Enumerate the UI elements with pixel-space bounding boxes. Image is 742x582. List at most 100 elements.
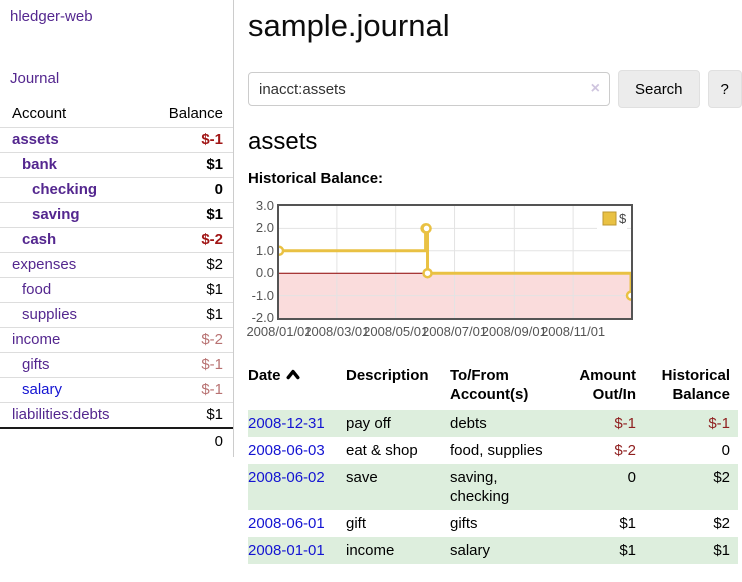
register-header-label: Historical Balance [661,367,730,403]
register-row: 2008-01-01 income salary $1 $1 [248,537,738,564]
accounts-cell: saving, checking [450,469,510,505]
account-link[interactable]: cash [22,231,57,248]
accounts-header-row: Account Balance [0,101,233,128]
chart-y-tick-label: -2.0 [251,310,274,325]
sidebar-item-journal[interactable]: Journal [10,70,60,87]
amount-cell: $-1 [614,415,636,432]
account-link[interactable]: liabilities:debts [12,406,110,423]
account-row: salary $-1 [0,377,233,403]
chart-y-tick-label: 1.0 [255,242,274,258]
accounts-cell: debts [450,415,487,432]
amount-cell: $1 [619,542,636,559]
search-box: × [248,72,610,106]
chart-y-tick-label: 0.0 [255,265,274,281]
account-row: food $1 [0,277,233,303]
accounts-header-account: Account [12,105,67,122]
accounts-total-spacer [0,428,152,455]
account-balance: $-2 [201,331,223,348]
account-row: cash $-2 [0,227,233,253]
register-row: 2008-06-03 eat & shop food, supplies $-2 0 [248,437,738,464]
help-button[interactable]: ? [707,70,742,108]
register-header-row: Date Description To/From Account(s) Amount … [248,364,738,410]
account-name-cell: salary [0,378,152,403]
date-link[interactable]: 2008-01-01 [248,542,325,559]
account-balance: $-1 [201,131,223,148]
chart-canvas: $ [273,204,637,320]
account-balance: $1 [206,156,223,173]
chart-heading: Historical Balance: [248,170,384,187]
account-link[interactable]: food [22,281,52,298]
description-cell: income [346,542,395,559]
register-table: Date Description To/From Account(s) Amount … [248,364,738,564]
account-name-cell: supplies [0,303,152,328]
account-link[interactable]: expenses [12,256,77,273]
search-button[interactable]: Search [618,70,700,108]
chart-y-tick-label: -1.0 [251,287,274,303]
account-link[interactable]: assets [12,131,59,148]
chart-x-tick-label: 2008/07/01 [421,324,488,339]
register-header-label: Amount Out/In [579,367,636,403]
accounts-cell: salary [450,542,491,559]
account-balance: $-1 [201,381,223,398]
description-cell: pay off [346,415,391,432]
balance-cell: $2 [713,515,730,532]
app-brand-link[interactable]: hledger-web [10,8,93,25]
account-name-cell: expenses [0,253,152,278]
account-balance: $1 [206,406,223,423]
sidebar: hledger-web Journal Account Balance asse… [0,0,234,457]
register-header-historical-balance: Historical Balance [644,364,738,410]
account-balance: 0 [214,181,223,198]
account-row: saving $1 [0,202,233,228]
account-link[interactable]: checking [32,181,98,198]
account-name-cell: assets [0,128,152,153]
accounts-total-value: 0 [214,433,223,450]
page-title: sample.journal [248,8,450,43]
account-link[interactable]: saving [32,206,80,223]
account-balance: $1 [206,281,223,298]
balance-cell: $-1 [708,415,730,432]
chart-x-tick-label: 2008/03/01 [304,324,370,339]
date-link[interactable]: 2008-06-01 [248,515,325,532]
account-balance: $-1 [201,356,223,373]
account-name-cell: liabilities:debts [0,403,152,429]
date-cell: 2008-12-31 [248,410,346,437]
clear-search-icon[interactable]: × [590,80,600,97]
date-link[interactable]: 2008-06-02 [248,469,325,486]
account-name-cell: income [0,328,152,353]
account-row: bank $1 [0,152,233,178]
account-name-cell: checking [0,178,152,203]
date-link[interactable]: 2008-12-31 [248,415,325,432]
account-link[interactable]: bank [22,156,58,173]
account-name-cell: food [0,278,152,303]
amount-cell: $-2 [614,442,636,459]
account-name-cell: gifts [0,353,152,378]
register-row: 2008-06-01 gift gifts $1 $2 [248,510,738,537]
account-link[interactable]: supplies [22,306,78,323]
description-cell: gift [346,515,367,532]
accounts-cell: food, supplies [450,442,543,459]
date-link[interactable]: 2008-06-03 [248,442,325,459]
accounts-total-row: 0 [0,428,233,455]
account-row: income $-2 [0,327,233,353]
register-header-date[interactable]: Date [248,364,346,410]
search-form: × Search ? [248,70,742,108]
amount-cell: $1 [619,515,636,532]
account-link[interactable]: income [12,331,61,348]
account-heading: assets [248,128,318,155]
account-name-cell: saving [0,203,152,228]
balance-cell: $1 [713,542,730,559]
account-link[interactable]: salary [22,381,63,398]
register-header-to-from-account-s: To/From Account(s) [450,364,562,410]
amount-cell: 0 [627,469,636,486]
register-header-label: Description [346,367,429,384]
date-cell: 2008-01-01 [248,537,346,564]
account-name-cell: bank [0,153,152,178]
account-balance: $1 [206,306,223,323]
chart-plot-area: $ [273,204,637,325]
search-input[interactable] [248,72,610,106]
date-cell: 2008-06-03 [248,437,346,464]
accounts-header-balance: Balance [168,105,223,122]
historical-balance-chart: $3.0 2.0 1.0 0.0 -1.0 -2.0 2008/01/01 2008/03/0… [246,198,742,342]
account-link[interactable]: gifts [22,356,50,373]
